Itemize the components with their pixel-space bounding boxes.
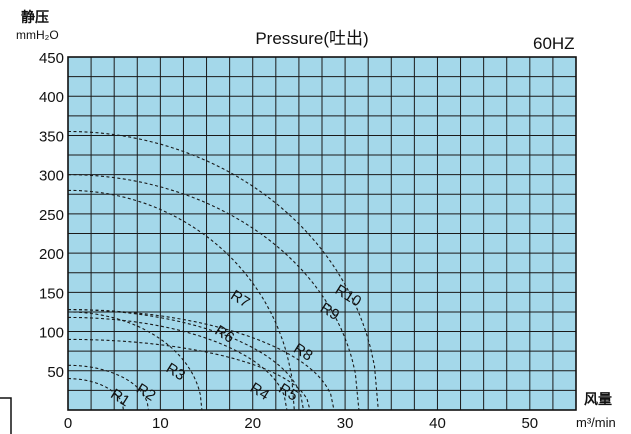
y-tick-label: 150: [39, 285, 64, 302]
y-tick-label: 100: [39, 325, 64, 342]
x-axis-unit: m³/min: [576, 415, 616, 430]
plot-frame: [67, 56, 577, 411]
grid: [68, 57, 576, 410]
corner-bracket: [0, 397, 12, 434]
curve-r10: [68, 130, 379, 411]
curves: [67, 130, 379, 411]
curve-r4: [68, 316, 288, 411]
curve-r3: [67, 311, 203, 411]
curve-r5: [68, 338, 311, 411]
x-axis-label: 风量: [584, 391, 612, 407]
chart-title: Pressure(吐出): [255, 29, 368, 48]
x-tick-label: 20: [244, 415, 261, 432]
frequency-label: 60HZ: [533, 34, 575, 53]
curve-r2: [68, 364, 149, 411]
curve-r8: [68, 309, 335, 411]
y-tick-label: 200: [39, 246, 64, 263]
y-axis-unit: mmH₂O: [16, 28, 59, 42]
x-tick-labels: 0 10 20 30 40 50: [64, 415, 538, 432]
y-tick-labels: 50 100 150 200 250 300 350 400 450: [39, 50, 64, 381]
x-tick-label: 40: [429, 415, 446, 432]
curve-r7: [68, 189, 295, 411]
x-tick-label: 0: [64, 415, 72, 432]
y-tick-label: 400: [39, 89, 64, 106]
y-tick-label: 250: [39, 207, 64, 224]
x-tick-label: 10: [152, 415, 169, 432]
y-tick-label: 50: [47, 364, 64, 381]
x-tick-label: 50: [521, 415, 538, 432]
y-tick-label: 300: [39, 168, 64, 185]
x-tick-label: 30: [337, 415, 354, 432]
y-axis-label: 静压: [21, 9, 49, 25]
curve-r9: [68, 174, 360, 411]
y-tick-label: 350: [39, 128, 64, 145]
y-tick-label: 450: [39, 50, 64, 67]
curve-r1: [68, 378, 124, 411]
